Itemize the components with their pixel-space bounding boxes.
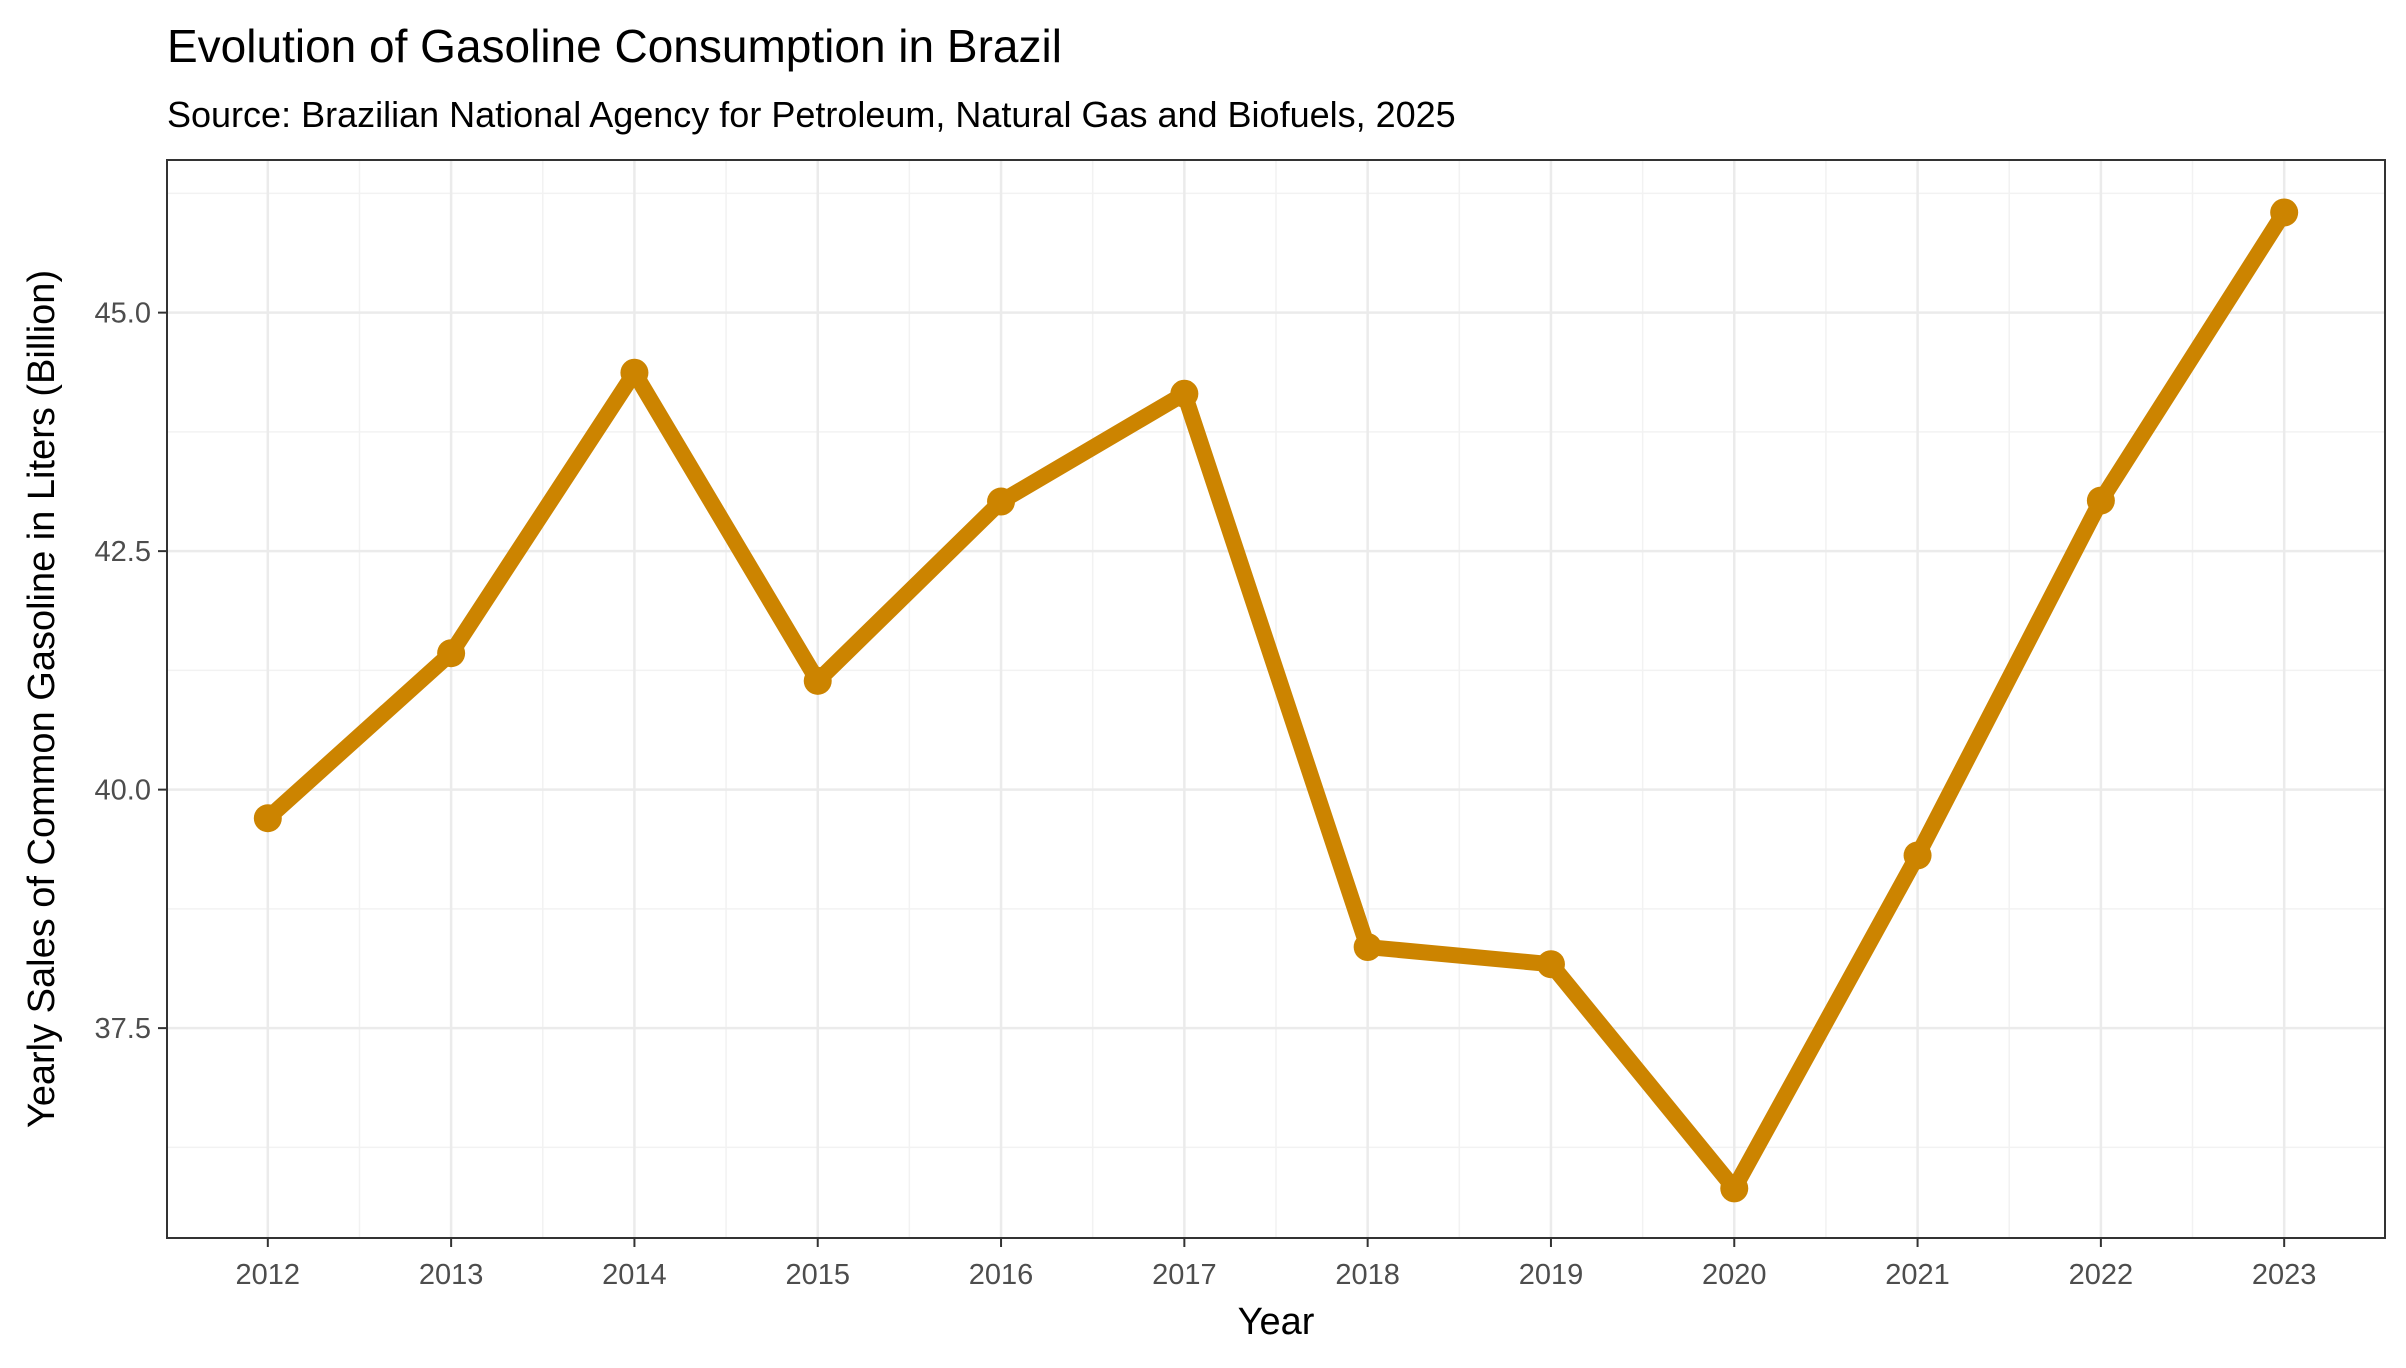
data-point <box>1170 379 1199 408</box>
data-point <box>2086 486 2115 515</box>
grid-major <box>167 160 2385 1238</box>
x-tick-label: 2018 <box>1335 1259 1400 1291</box>
data-point <box>253 804 282 833</box>
data-point <box>437 639 466 668</box>
data-point <box>803 666 832 695</box>
x-tick-label: 2015 <box>785 1259 850 1291</box>
y-tick-label: 37.5 <box>95 1013 151 1045</box>
x-tick-label: 2021 <box>1885 1259 1950 1291</box>
plot-panel-border <box>166 159 2386 1239</box>
chart-subtitle: Source: Brazilian National Agency for Pe… <box>167 94 1456 135</box>
x-tick-label: 2013 <box>419 1259 484 1291</box>
y-axis: 37.5 40.0 42.5 45.0 <box>95 298 167 1045</box>
series-line <box>259 204 2293 1197</box>
series-layer <box>253 198 2299 1203</box>
x-axis-title: Year <box>1238 1301 1315 1343</box>
data-point <box>1720 1174 1749 1203</box>
y-tick-label: 40.0 <box>95 775 151 807</box>
x-tick-label: 2023 <box>2252 1259 2317 1291</box>
y-axis-title: Yearly Sales of Common Gasoline in Liter… <box>21 270 63 1128</box>
y-tick-label: 42.5 <box>95 536 151 568</box>
data-point <box>1536 950 1565 979</box>
data-point <box>987 487 1016 516</box>
x-tick-label: 2012 <box>236 1259 301 1291</box>
x-tick-label: 2016 <box>969 1259 1034 1291</box>
x-tick-label: 2020 <box>1702 1259 1767 1291</box>
data-point <box>620 358 649 387</box>
chart-title: Evolution of Gasoline Consumption in Bra… <box>167 20 1062 72</box>
data-point <box>1903 841 1932 870</box>
x-tick-label: 2017 <box>1152 1259 1217 1291</box>
x-tick-label: 2022 <box>2069 1259 2134 1291</box>
x-tick-label: 2019 <box>1519 1259 1584 1291</box>
y-tick-label: 45.0 <box>95 298 151 330</box>
x-tick-label: 2014 <box>602 1259 667 1291</box>
data-point <box>2270 198 2299 227</box>
data-point <box>1353 933 1382 962</box>
x-axis: 2012 2013 2014 2015 2016 2017 2018 2019 2020 2021… <box>236 1238 2317 1291</box>
